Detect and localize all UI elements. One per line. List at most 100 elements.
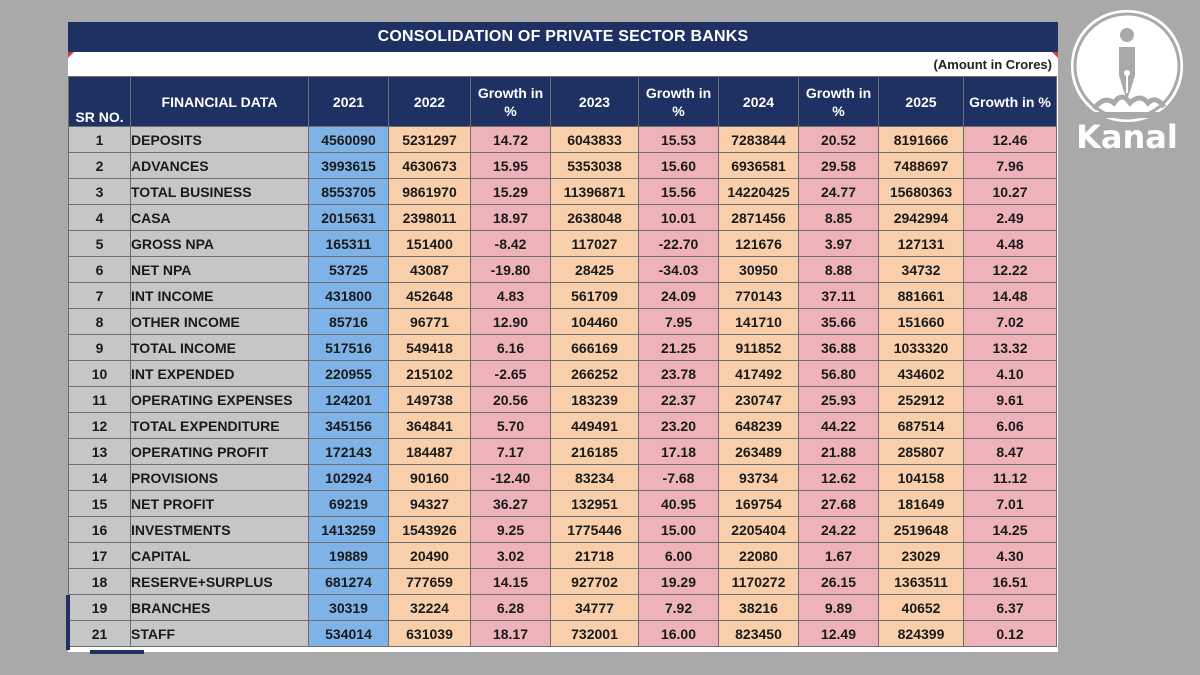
- table-row: 13 OPERATING PROFIT 172143 184487 7.17 216185…: [68, 438, 1057, 465]
- financial-item-cell: OPERATING PROFIT: [130, 438, 309, 465]
- growth-2025-cell: 16.51: [963, 568, 1057, 595]
- growth-2024-cell: 26.15: [798, 568, 879, 595]
- sr-no-cell: 14: [68, 464, 131, 491]
- sr-no-cell: 16: [68, 516, 131, 543]
- value-2022-cell: 777659: [388, 568, 471, 595]
- financial-item-cell: CAPITAL: [130, 542, 309, 569]
- value-2023-cell: 11396871: [550, 178, 639, 205]
- table-row: 11 OPERATING EXPENSES 124201 149738 20.56 183…: [68, 386, 1057, 413]
- growth-2022-cell: -19.80: [470, 256, 551, 283]
- value-2021-cell: 102924: [308, 464, 389, 491]
- sr-no-cell: 18: [68, 568, 131, 595]
- growth-2022-cell: 5.70: [470, 412, 551, 439]
- value-2023-cell: 732001: [550, 620, 639, 647]
- value-2025-cell: 7488697: [878, 152, 964, 179]
- logo-circle: [1071, 10, 1183, 122]
- growth-2025-cell: 7.01: [963, 490, 1057, 517]
- value-2023-cell: 2638048: [550, 204, 639, 231]
- growth-2023-cell: 24.09: [638, 282, 719, 309]
- growth-2023-cell: 7.92: [638, 594, 719, 621]
- financial-item-cell: TOTAL INCOME: [130, 334, 309, 361]
- growth-2024-cell: 25.93: [798, 386, 879, 413]
- value-2022-cell: 631039: [388, 620, 471, 647]
- value-2024-cell: 121676: [718, 230, 799, 257]
- growth-2023-cell: 10.01: [638, 204, 719, 231]
- column-header: 2022: [388, 76, 471, 127]
- brand-name: Kanal: [1076, 118, 1178, 156]
- financial-item-cell: INT INCOME: [130, 282, 309, 309]
- value-2021-cell: 345156: [308, 412, 389, 439]
- growth-2025-cell: 11.12: [963, 464, 1057, 491]
- column-header: FINANCIAL DATA: [130, 76, 309, 127]
- value-2025-cell: 2942994: [878, 204, 964, 231]
- sr-no-cell: 9: [68, 334, 131, 361]
- growth-2024-cell: 24.22: [798, 516, 879, 543]
- value-2021-cell: 30319: [308, 594, 389, 621]
- growth-2023-cell: 15.00: [638, 516, 719, 543]
- growth-2022-cell: 14.15: [470, 568, 551, 595]
- value-2021-cell: 220955: [308, 360, 389, 387]
- growth-2022-cell: 6.16: [470, 334, 551, 361]
- value-2025-cell: 34732: [878, 256, 964, 283]
- value-2022-cell: 32224: [388, 594, 471, 621]
- value-2025-cell: 824399: [878, 620, 964, 647]
- value-2022-cell: 452648: [388, 282, 471, 309]
- growth-2022-cell: 9.25: [470, 516, 551, 543]
- table-row: 19 BRANCHES 30319 32224 6.28 34777 7.92 38216 9.…: [68, 594, 1057, 621]
- growth-2023-cell: 17.18: [638, 438, 719, 465]
- value-2023-cell: 183239: [550, 386, 639, 413]
- value-2025-cell: 1363511: [878, 568, 964, 595]
- value-2022-cell: 184487: [388, 438, 471, 465]
- growth-2024-cell: 12.62: [798, 464, 879, 491]
- growth-2022-cell: -12.40: [470, 464, 551, 491]
- growth-2024-cell: 21.88: [798, 438, 879, 465]
- table-row: 21 STAFF 534014 631039 18.17 732001 16.00 82345…: [68, 620, 1057, 647]
- value-2021-cell: 431800: [308, 282, 389, 309]
- column-header: Growth in %: [963, 76, 1057, 127]
- financial-item-cell: DEPOSITS: [130, 126, 309, 153]
- value-2023-cell: 34777: [550, 594, 639, 621]
- sr-no-cell: 13: [68, 438, 131, 465]
- financial-item-cell: INT EXPENDED: [130, 360, 309, 387]
- sr-no-cell: 17: [68, 542, 131, 569]
- value-2023-cell: 927702: [550, 568, 639, 595]
- value-2023-cell: 5353038: [550, 152, 639, 179]
- growth-2022-cell: 18.97: [470, 204, 551, 231]
- value-2023-cell: 561709: [550, 282, 639, 309]
- growth-2025-cell: 4.48: [963, 230, 1057, 257]
- value-2023-cell: 666169: [550, 334, 639, 361]
- growth-2025-cell: 12.46: [963, 126, 1057, 153]
- sr-no-cell: 11: [68, 386, 131, 413]
- table-row: 16 INVESTMENTS 1413259 1543926 9.25 1775446 15…: [68, 516, 1057, 543]
- growth-2023-cell: 22.37: [638, 386, 719, 413]
- table-title: CONSOLIDATION OF PRIVATE SECTOR BANKS: [68, 22, 1058, 52]
- growth-2024-cell: 8.88: [798, 256, 879, 283]
- value-2021-cell: 1413259: [308, 516, 389, 543]
- value-2021-cell: 85716: [308, 308, 389, 335]
- value-2021-cell: 172143: [308, 438, 389, 465]
- growth-2023-cell: -34.03: [638, 256, 719, 283]
- growth-2025-cell: 0.12: [963, 620, 1057, 647]
- table-row: 1 DEPOSITS 4560090 5231297 14.72 6043833 15.53…: [68, 126, 1057, 153]
- growth-2025-cell: 10.27: [963, 178, 1057, 205]
- growth-2024-cell: 37.11: [798, 282, 879, 309]
- table-row: 7 INT INCOME 431800 452648 4.83 561709 24.09 77…: [68, 282, 1057, 309]
- financial-item-cell: BRANCHES: [130, 594, 309, 621]
- value-2023-cell: 83234: [550, 464, 639, 491]
- growth-2023-cell: 23.20: [638, 412, 719, 439]
- growth-2024-cell: 36.88: [798, 334, 879, 361]
- growth-2024-cell: 8.85: [798, 204, 879, 231]
- growth-2024-cell: 3.97: [798, 230, 879, 257]
- table-row: 4 CASA 2015631 2398011 18.97 2638048 10.01 2871…: [68, 204, 1057, 231]
- corner-accent-right: [1052, 52, 1058, 58]
- sr-no-cell: 8: [68, 308, 131, 335]
- growth-2024-cell: 20.52: [798, 126, 879, 153]
- value-2023-cell: 6043833: [550, 126, 639, 153]
- value-2022-cell: 364841: [388, 412, 471, 439]
- value-2021-cell: 53725: [308, 256, 389, 283]
- table-row: 9 TOTAL INCOME 517516 549418 6.16 666169 21.25…: [68, 334, 1057, 361]
- growth-2022-cell: 6.28: [470, 594, 551, 621]
- growth-2023-cell: 21.25: [638, 334, 719, 361]
- growth-2025-cell: 2.49: [963, 204, 1057, 231]
- value-2024-cell: 6936581: [718, 152, 799, 179]
